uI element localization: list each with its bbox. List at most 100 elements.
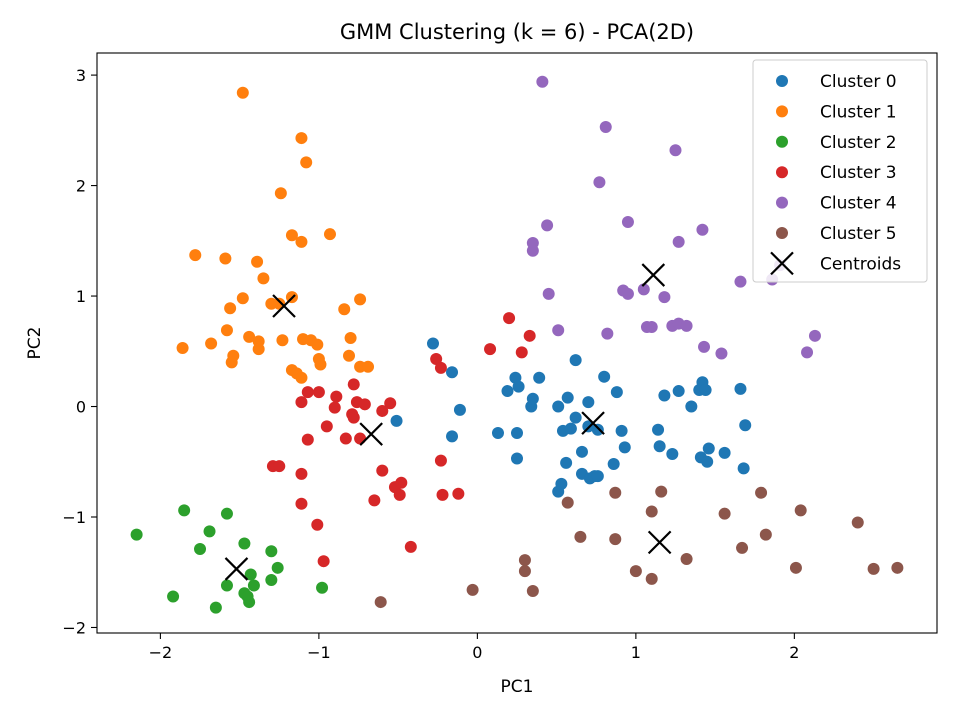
data-point-cluster-3: [484, 343, 497, 356]
data-point-cluster-3: [523, 329, 536, 342]
data-point-cluster-0: [569, 411, 582, 424]
data-point-cluster-4: [680, 319, 693, 332]
data-point-cluster-4: [601, 327, 614, 340]
series-cluster-5: [374, 485, 904, 609]
data-point-cluster-2: [265, 573, 278, 586]
series-cluster-0: [390, 337, 752, 498]
centroid-marker: [272, 294, 296, 318]
data-point-cluster-0: [737, 462, 750, 475]
data-point-cluster-0: [652, 423, 665, 436]
data-point-cluster-0: [390, 414, 403, 427]
data-point-cluster-4: [593, 176, 606, 189]
data-point-cluster-1: [220, 324, 233, 337]
centroid-marker: [581, 411, 605, 435]
data-point-cluster-1: [362, 360, 375, 373]
data-point-cluster-1: [276, 334, 289, 347]
data-point-cluster-0: [453, 403, 466, 416]
x-tick-label: −2: [149, 643, 173, 662]
data-point-cluster-3: [312, 386, 325, 399]
data-point-cluster-3: [320, 420, 333, 433]
data-point-cluster-5: [867, 562, 880, 575]
data-point-cluster-2: [238, 537, 251, 550]
data-point-cluster-2: [194, 543, 207, 556]
data-point-cluster-4: [637, 283, 650, 296]
centroid-marker: [647, 530, 672, 555]
data-point-cluster-0: [739, 419, 752, 432]
data-point-cluster-3: [295, 467, 308, 480]
legend-box: [752, 59, 928, 283]
data-point-cluster-2: [247, 579, 260, 592]
data-point-cluster-5: [736, 541, 749, 554]
data-point-cluster-2: [271, 561, 284, 574]
data-point-cluster-5: [755, 486, 768, 499]
legend-label: Cluster 3: [820, 163, 897, 183]
data-point-cluster-1: [295, 235, 308, 248]
data-point-cluster-1: [274, 187, 287, 200]
data-point-cluster-4: [669, 144, 682, 157]
data-point-cluster-1: [338, 303, 351, 316]
data-point-cluster-5: [789, 561, 802, 574]
data-point-cluster-1: [176, 341, 189, 354]
data-point-cluster-0: [555, 477, 568, 490]
data-point-cluster-4: [542, 287, 555, 300]
data-point-cluster-3: [295, 396, 308, 409]
data-point-cluster-5: [574, 530, 587, 543]
legend-item-cluster-0: Cluster 0: [776, 72, 897, 92]
data-point-cluster-3: [330, 390, 343, 403]
data-point-cluster-0: [564, 422, 577, 435]
data-point-cluster-3: [339, 432, 352, 445]
legend-item-cluster-1: Cluster 1: [776, 102, 897, 122]
data-point-cluster-3: [354, 432, 367, 445]
legend-label: Cluster 2: [820, 133, 897, 153]
x-tick-label: −1: [307, 643, 331, 662]
data-point-cluster-0: [501, 385, 514, 398]
legend-label: Cluster 5: [820, 224, 897, 244]
data-point-cluster-3: [515, 346, 528, 359]
data-point-cluster-5: [645, 505, 658, 518]
y-axis-label: PC2: [25, 327, 45, 360]
data-point-cluster-0: [734, 382, 747, 395]
data-point-cluster-3: [452, 487, 465, 500]
data-point-cluster-4: [599, 121, 612, 134]
data-point-cluster-1: [314, 358, 327, 371]
data-point-cluster-5: [759, 528, 772, 541]
legend-marker: [776, 227, 788, 239]
data-point-cluster-1: [251, 255, 264, 268]
legend-marker: [776, 75, 788, 87]
data-point-cluster-3: [317, 555, 330, 568]
series-cluster-1: [176, 86, 375, 384]
y-tick-label: −2: [62, 618, 86, 637]
data-point-cluster-3: [347, 411, 360, 424]
data-point-cluster-5: [629, 565, 642, 578]
data-point-cluster-0: [685, 400, 698, 413]
centroid-marker: [641, 263, 666, 287]
data-point-cluster-1: [236, 292, 249, 305]
data-point-cluster-2: [265, 545, 278, 558]
data-point-cluster-0: [446, 366, 459, 379]
data-point-cluster-1: [311, 338, 324, 351]
data-point-cluster-2: [203, 525, 216, 538]
data-point-cluster-3: [376, 464, 389, 477]
data-point-cluster-3: [393, 488, 406, 501]
data-point-cluster-3: [301, 433, 314, 446]
data-point-cluster-2: [220, 507, 233, 520]
legend-label: Cluster 4: [820, 194, 897, 214]
data-point-cluster-0: [569, 354, 582, 367]
data-point-cluster-0: [552, 400, 565, 413]
data-point-cluster-4: [715, 347, 728, 360]
data-point-cluster-0: [491, 427, 504, 440]
data-point-cluster-0: [618, 441, 631, 454]
data-point-cluster-5: [518, 565, 531, 578]
data-point-cluster-3: [376, 404, 389, 417]
data-point-cluster-0: [591, 470, 604, 483]
data-point-cluster-0: [607, 457, 620, 470]
data-point-cluster-5: [374, 596, 387, 609]
data-point-cluster-3: [434, 361, 447, 374]
series-cluster-4: [526, 75, 821, 360]
data-point-cluster-4: [698, 340, 711, 353]
data-point-cluster-3: [311, 518, 324, 531]
data-point-cluster-0: [718, 446, 731, 459]
data-point-cluster-2: [130, 528, 143, 541]
data-point-cluster-5: [609, 486, 622, 499]
